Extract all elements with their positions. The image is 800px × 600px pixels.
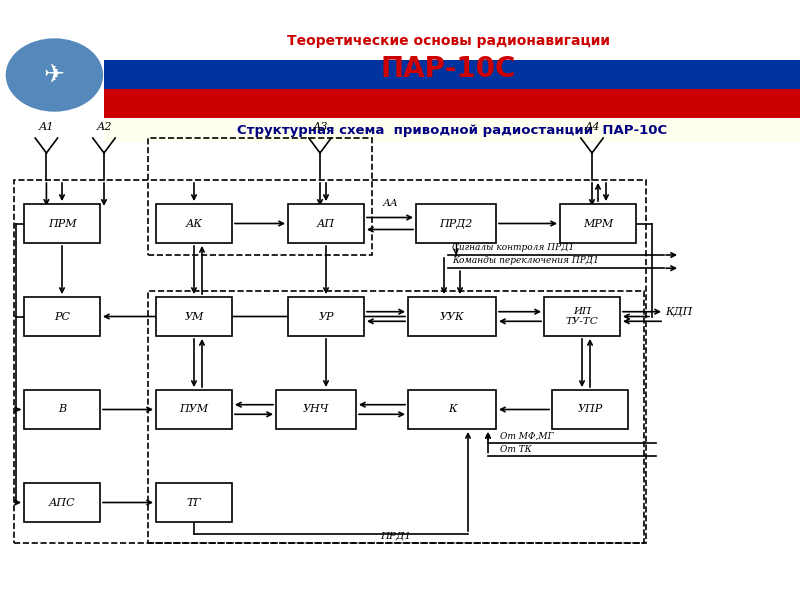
Text: ПУМ: ПУМ xyxy=(179,404,209,415)
Bar xyxy=(24,483,100,522)
Text: АК: АК xyxy=(186,218,202,229)
Bar xyxy=(156,390,232,429)
Text: ✈: ✈ xyxy=(44,63,65,87)
Text: Команды переключения ПРД1: Команды переключения ПРД1 xyxy=(452,256,599,265)
Text: Структурная схема  приводной радиостанции  ПАР-10С: Структурная схема приводной радиостанции… xyxy=(237,124,667,137)
Text: А4: А4 xyxy=(584,122,600,132)
Text: РС: РС xyxy=(54,311,70,322)
Bar xyxy=(288,297,364,336)
Bar xyxy=(104,119,800,142)
Bar xyxy=(148,138,372,255)
Text: ПРД2: ПРД2 xyxy=(439,218,473,229)
Text: УР: УР xyxy=(318,311,334,322)
Text: Oт ТК: Oт ТК xyxy=(500,445,532,454)
Bar xyxy=(104,60,800,89)
Text: ПАР-10С: ПАР-10С xyxy=(380,55,516,83)
Text: А3: А3 xyxy=(312,122,328,132)
Circle shape xyxy=(6,39,102,111)
Bar xyxy=(104,31,800,60)
Text: ПРМ: ПРМ xyxy=(48,218,76,229)
Text: АА: АА xyxy=(382,199,398,208)
Text: ИП
ТУ-ТС: ИП ТУ-ТС xyxy=(566,307,598,326)
Text: КДП: КДП xyxy=(666,307,693,317)
Bar xyxy=(544,297,620,336)
Text: А2: А2 xyxy=(96,122,112,132)
Text: АП: АП xyxy=(317,218,335,229)
Bar xyxy=(288,204,364,243)
Bar xyxy=(148,291,644,543)
Text: УПР: УПР xyxy=(578,404,602,415)
Bar xyxy=(156,297,232,336)
Bar xyxy=(14,180,646,543)
Text: УУК: УУК xyxy=(440,311,464,322)
Text: В: В xyxy=(58,404,66,415)
Bar xyxy=(24,204,100,243)
Text: Теоретические основы радионавигации: Теоретические основы радионавигации xyxy=(286,34,610,48)
Bar xyxy=(416,204,496,243)
Text: УНЧ: УНЧ xyxy=(303,404,329,415)
Text: К: К xyxy=(448,404,456,415)
Text: От МФ,МГ: От МФ,МГ xyxy=(500,431,554,440)
Bar xyxy=(24,297,100,336)
Bar xyxy=(552,390,628,429)
Text: Сигналы контроля ПРД1: Сигналы контроля ПРД1 xyxy=(452,243,574,252)
Text: УМ: УМ xyxy=(184,311,204,322)
Bar xyxy=(408,297,496,336)
Bar xyxy=(560,204,636,243)
Text: ПРД1: ПРД1 xyxy=(381,531,411,540)
Bar xyxy=(408,390,496,429)
Bar xyxy=(156,483,232,522)
Text: АПС: АПС xyxy=(49,497,75,508)
Bar xyxy=(24,390,100,429)
Bar xyxy=(276,390,356,429)
Bar xyxy=(104,89,800,118)
Bar xyxy=(156,204,232,243)
Text: МРМ: МРМ xyxy=(583,218,613,229)
Text: А1: А1 xyxy=(38,122,54,132)
Text: ТГ: ТГ xyxy=(186,497,202,508)
